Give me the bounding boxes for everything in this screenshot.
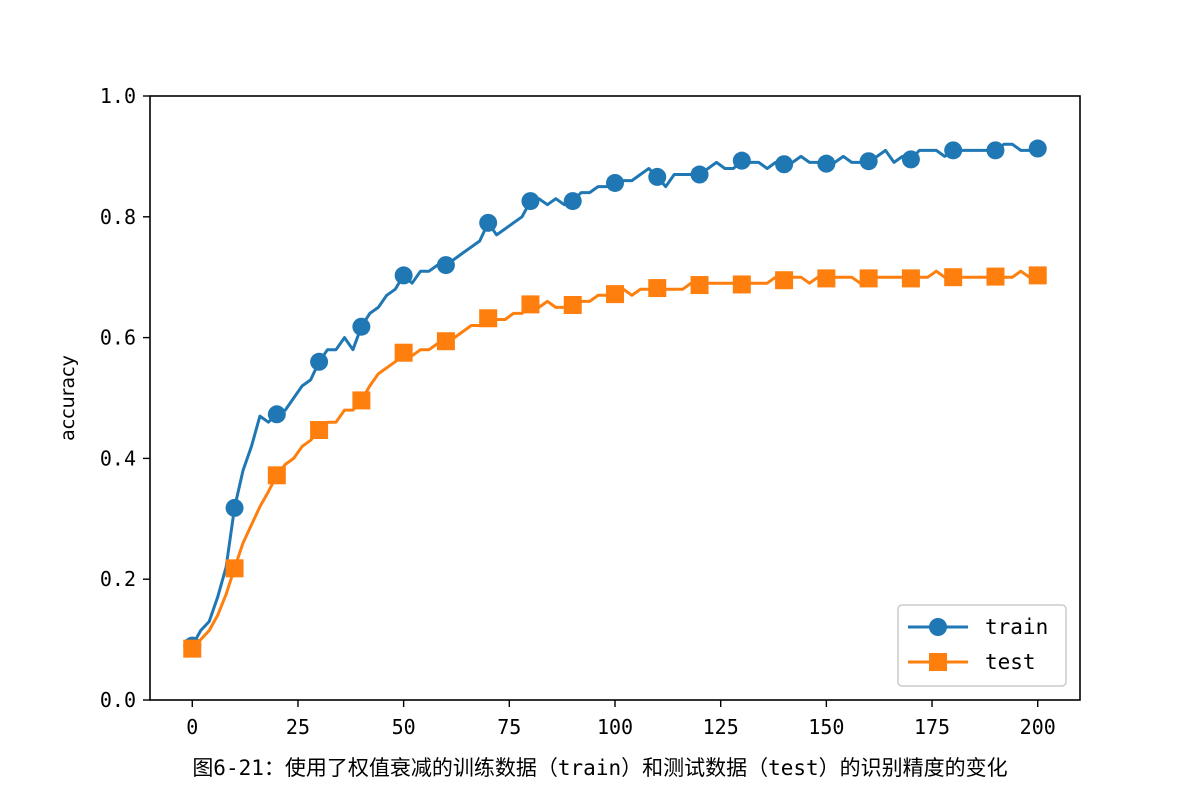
- x-tick-label: 200: [1020, 715, 1056, 739]
- test-point: [183, 639, 202, 658]
- test-point: [944, 268, 963, 287]
- test-point: [352, 391, 371, 410]
- y-tick-label: 0.0: [100, 688, 136, 712]
- x-tick-label: 0: [186, 715, 198, 739]
- train-point: [352, 317, 371, 336]
- figure-caption: 图6-21：使用了权值衰减的训练数据（train）和测试数据（test）的识别精…: [192, 756, 1008, 780]
- x-tick-label: 175: [914, 715, 950, 739]
- train-point: [267, 405, 286, 424]
- series-layer: [183, 139, 1047, 658]
- train-point: [606, 173, 624, 192]
- train-point: [563, 192, 582, 211]
- test-point: [775, 271, 794, 290]
- test-point: [563, 295, 582, 314]
- train-point: [310, 352, 329, 371]
- x-tick-label: 100: [597, 715, 633, 739]
- test-point: [690, 276, 709, 295]
- y-axis: 0.0 0.2 0.4 0.6 0.8 1.0: [100, 84, 150, 712]
- train-point: [775, 155, 794, 174]
- legend-train-marker: [929, 618, 947, 636]
- test-point: [986, 267, 1005, 286]
- legend: train test: [897, 604, 1067, 687]
- test-point: [267, 466, 286, 485]
- train-point: [436, 256, 455, 275]
- train-point: [479, 213, 498, 232]
- y-tick-label: 0.2: [100, 567, 136, 591]
- test-point: [521, 295, 540, 314]
- y-tick-label: 0.4: [100, 446, 136, 470]
- train-point: [986, 141, 1005, 160]
- train-point: [901, 150, 920, 169]
- test-point: [732, 275, 751, 294]
- legend-train-label: train: [985, 615, 1048, 639]
- test-point: [310, 421, 329, 440]
- test-point: [225, 559, 244, 578]
- train-point: [859, 152, 878, 171]
- legend-test-label: test: [985, 650, 1036, 674]
- train-point: [817, 154, 836, 173]
- train-point: [1028, 139, 1047, 158]
- y-tick-label: 0.8: [100, 205, 136, 229]
- train-point: [394, 266, 413, 285]
- y-tick-label: 0.6: [100, 326, 136, 350]
- test-point: [606, 285, 624, 304]
- train-point: [732, 151, 751, 170]
- test-point: [436, 332, 455, 351]
- test-point: [648, 279, 667, 298]
- x-tick-label: 125: [703, 715, 739, 739]
- test-point: [479, 309, 498, 328]
- x-axis: 0 25 50 75 100 125 150 175 200: [186, 700, 1056, 739]
- train-point: [521, 192, 540, 211]
- legend-test-marker: [929, 653, 947, 671]
- test-point: [817, 269, 836, 288]
- x-tick-label: 150: [808, 715, 844, 739]
- y-tick-label: 1.0: [100, 84, 136, 108]
- x-tick-label: 25: [286, 715, 310, 739]
- train-point: [690, 165, 709, 184]
- train-point: [225, 498, 244, 517]
- x-tick-label: 75: [497, 715, 521, 739]
- y-axis-label: accuracy: [57, 355, 79, 441]
- x-tick-label: 50: [392, 715, 416, 739]
- train-point: [944, 141, 963, 160]
- test-point: [1028, 266, 1047, 285]
- test-point: [901, 269, 920, 288]
- test-point: [859, 269, 878, 288]
- train-point: [648, 167, 667, 186]
- plot-area: [150, 96, 1080, 700]
- test-point: [394, 343, 413, 362]
